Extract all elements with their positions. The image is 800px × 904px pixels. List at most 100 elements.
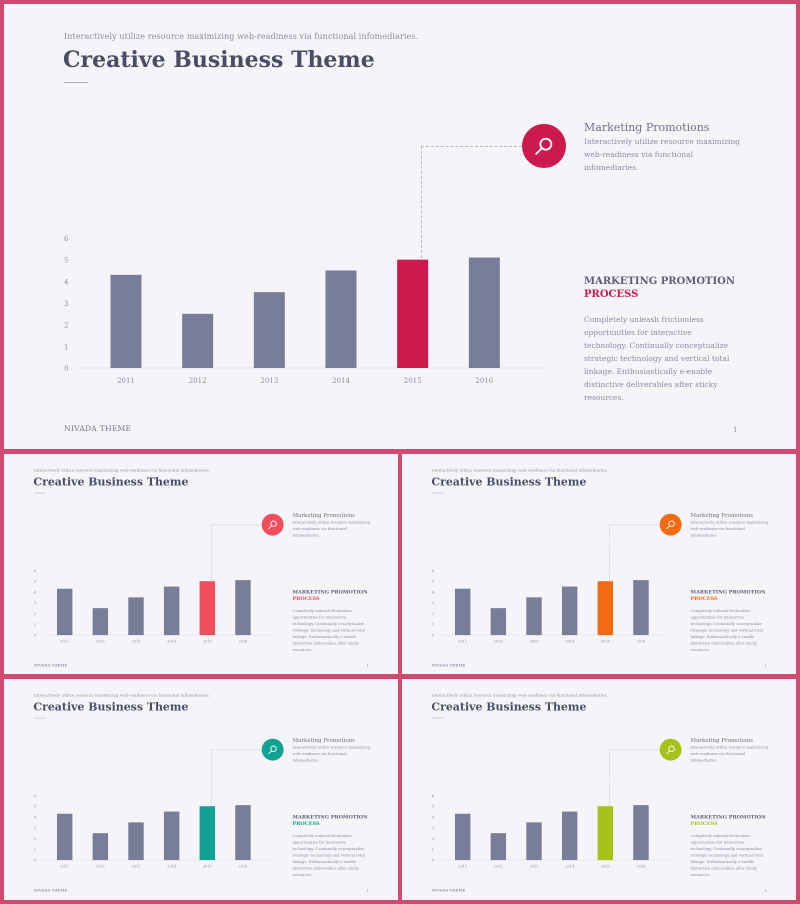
- process-subheading: PROCESS: [292, 595, 320, 602]
- y-tick-label: 6: [432, 794, 434, 798]
- slide-subtitle: Interactively utilize resource maximizin…: [431, 467, 609, 473]
- y-tick-label: 0: [432, 634, 434, 638]
- bar-chart-svg: 0 1 2 3 4 5 6 2011 2012 2013 2014 2015 2016: [432, 794, 670, 869]
- slide-subtitle: Interactively utilize resource maximizin…: [64, 32, 419, 41]
- y-tick-label: 3: [432, 826, 434, 830]
- footer-brand: NIVADA THEME: [431, 662, 466, 668]
- y-tick-label: 5: [34, 580, 36, 584]
- process-subheading: PROCESS: [690, 820, 718, 827]
- slide-coral[interactable]: Interactively utilize resource maximizin…: [4, 454, 398, 674]
- slide-teal[interactable]: Interactively utilize resource maximizin…: [4, 679, 398, 900]
- footer-brand: NIVADA THEME: [431, 887, 466, 893]
- x-tick-label: 2013: [132, 640, 141, 644]
- bar-chart: 0 1 2 3 4 5 6 2011 2012 2013 2014 2015 2016: [432, 565, 671, 645]
- y-tick-label: 3: [64, 300, 68, 308]
- y-tick-label: 2: [34, 837, 36, 841]
- y-tick-label: 2: [34, 612, 36, 616]
- bar: [56, 813, 73, 861]
- bar: [454, 588, 471, 636]
- promo-description: Interactively utilize resource maximizin…: [690, 520, 769, 538]
- process-heading: MARKETING PROMOTION: [690, 814, 766, 820]
- slide-title: Creative Business Theme: [63, 47, 375, 73]
- x-tick-label: 2012: [96, 640, 105, 644]
- bar: [182, 313, 214, 368]
- y-tick-label: 3: [432, 601, 434, 605]
- y-tick-label: 4: [64, 278, 69, 286]
- bar: [526, 597, 542, 636]
- promo-description: Interactively utilize resource maximizin…: [292, 520, 371, 538]
- bar: [561, 811, 578, 861]
- bar: [253, 292, 285, 368]
- bar-chart-svg: 0 1 2 3 4 5 6 2011 2012 2013 2014 2015 2016: [64, 235, 542, 385]
- bar-chart: 0 1 2 3 4 5 6 2011 2012 2013 2014 2015 2016: [432, 790, 671, 870]
- icon-circle: [522, 124, 566, 168]
- magnifier-icon: [268, 520, 277, 529]
- bar: [128, 597, 144, 636]
- footer-brand: NIVADA THEME: [33, 887, 68, 893]
- y-tick-label: 1: [64, 343, 68, 351]
- bar: [633, 580, 649, 636]
- process-description: Completely unleash frictionless opportun…: [584, 315, 730, 402]
- x-tick-label: 2015: [203, 640, 212, 644]
- x-tick-label: 2014: [167, 640, 177, 644]
- y-tick-label: 1: [34, 623, 36, 627]
- x-tick-label: 2015: [601, 640, 610, 644]
- footer-brand: NIVADA THEME: [33, 662, 68, 668]
- x-tick-label: 2016: [637, 865, 646, 869]
- y-tick-label: 6: [432, 569, 434, 573]
- process-heading: MARKETING PROMOTION: [690, 589, 766, 595]
- magnifier-icon: [666, 520, 675, 529]
- x-tick-label: 2016: [239, 865, 248, 869]
- x-tick-label: 2015: [404, 377, 422, 385]
- y-tick-label: 1: [432, 848, 434, 852]
- y-tick-label: 0: [64, 365, 68, 373]
- icon-circle: [261, 513, 284, 536]
- y-tick-label: 6: [34, 794, 36, 798]
- y-tick-label: 5: [432, 580, 434, 584]
- promo-description: Interactively utilize resource maximizin…: [292, 745, 371, 763]
- footer-page-number: 1: [733, 426, 738, 434]
- slide-red[interactable]: Interactively utilize resource maximizin…: [4, 4, 796, 449]
- process-description: Completely unleash frictionless opportun…: [690, 608, 763, 653]
- y-tick-label: 4: [34, 590, 37, 594]
- footer-page-number: 1: [366, 888, 369, 893]
- promo-description: Interactively utilize resource maximizin…: [584, 137, 740, 172]
- x-tick-label: 2015: [203, 865, 212, 869]
- promo-title: Marketing Promotions: [292, 737, 355, 744]
- magnifier-icon: [535, 137, 553, 155]
- y-tick-label: 1: [432, 623, 434, 627]
- slide-orange[interactable]: Interactively utilize resource maximizin…: [402, 454, 796, 674]
- magnifier-icon: [268, 745, 277, 754]
- promo-title: Marketing Promotions: [690, 737, 753, 744]
- connector-line-horizontal: [421, 146, 522, 147]
- x-tick-label: 2013: [260, 377, 278, 385]
- bar-chart-svg: 0 1 2 3 4 5 6 2011 2012 2013 2014 2015 2016: [34, 794, 272, 869]
- promo-title: Marketing Promotions: [584, 121, 710, 134]
- slide-subtitle: Interactively utilize resource maximizin…: [33, 692, 211, 698]
- slide-lime[interactable]: Interactively utilize resource maximizin…: [402, 679, 796, 900]
- bar: [92, 833, 109, 861]
- slide-title: Creative Business Theme: [431, 700, 587, 714]
- promo-description: Interactively utilize resource maximizin…: [690, 745, 769, 763]
- promo-title: Marketing Promotions: [292, 512, 355, 519]
- y-tick-label: 4: [432, 590, 435, 594]
- x-tick-label: 2011: [60, 865, 69, 869]
- x-tick-label: 2013: [132, 865, 141, 869]
- x-tick-label: 2012: [494, 865, 503, 869]
- y-tick-label: 3: [34, 601, 36, 605]
- x-tick-label: 2014: [565, 865, 575, 869]
- process-heading: MARKETING PROMOTION: [292, 814, 368, 820]
- process-subheading: PROCESS: [292, 820, 320, 827]
- footer-page-number: 1: [764, 663, 767, 668]
- connector-line-vertical: [421, 146, 422, 258]
- bar: [468, 257, 500, 368]
- x-tick-label: 2011: [117, 377, 135, 385]
- magnifier-icon: [666, 745, 675, 754]
- bar-chart: 0 1 2 3 4 5 6 2011 2012 2013 2014 2015 2016: [64, 228, 544, 388]
- bar: [561, 586, 578, 636]
- bar: [526, 822, 542, 861]
- x-tick-label: 2014: [565, 640, 575, 644]
- process-subheading: PROCESS: [690, 595, 718, 602]
- icon-circle: [261, 738, 284, 761]
- bar: [110, 274, 142, 368]
